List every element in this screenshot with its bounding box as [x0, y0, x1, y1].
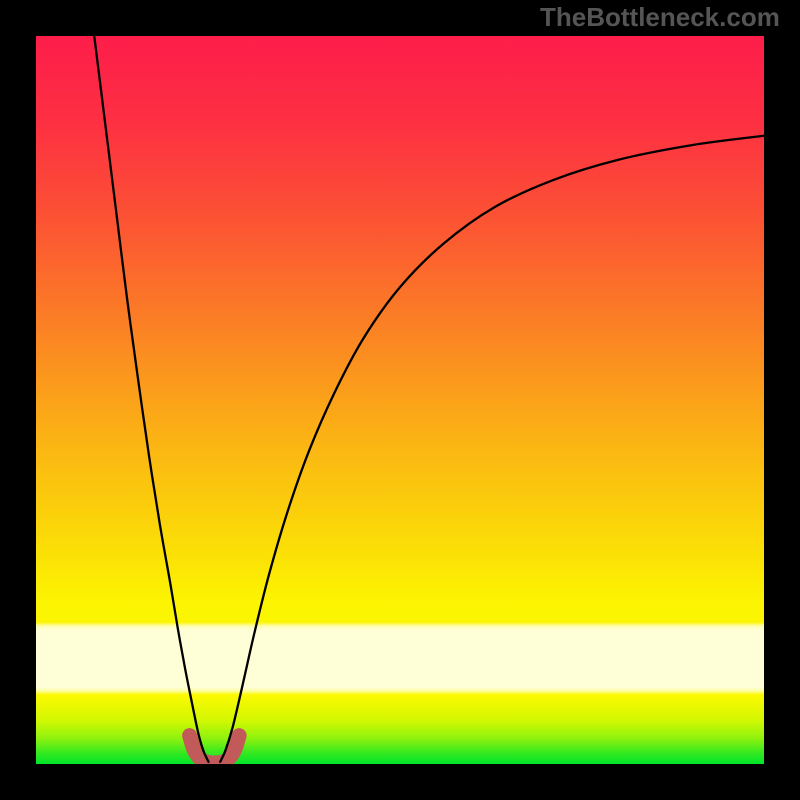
chart-svg: [36, 36, 764, 764]
chart-plot-area: [36, 36, 764, 764]
chart-background: [36, 36, 764, 764]
watermark-text: TheBottleneck.com: [540, 2, 780, 33]
